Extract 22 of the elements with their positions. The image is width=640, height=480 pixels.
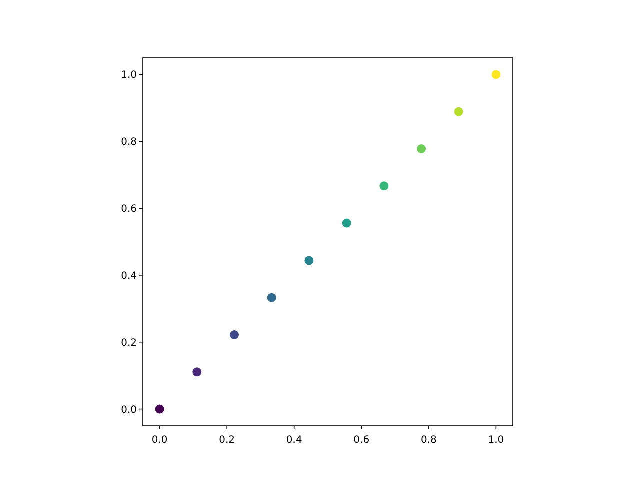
x-tick-label: 1.0 xyxy=(488,435,504,446)
x-tick-label: 0.8 xyxy=(420,435,437,446)
y-tick-label: 0.2 xyxy=(121,338,137,349)
x-tick-label: 0.2 xyxy=(219,435,236,446)
y-tick-label: 1.0 xyxy=(121,70,137,82)
point xyxy=(230,330,239,340)
x-tick-label: 0.0 xyxy=(152,435,168,446)
x-tick-label: 0.6 xyxy=(354,435,370,446)
point xyxy=(342,218,352,228)
point xyxy=(492,70,501,80)
point xyxy=(380,182,389,191)
x-tick-label: 0.4 xyxy=(286,435,302,446)
point xyxy=(155,404,164,414)
y-tick-label: 0.6 xyxy=(121,204,137,216)
point xyxy=(267,293,276,302)
point xyxy=(192,368,202,377)
y-tick-label: 0.8 xyxy=(121,137,137,148)
y-tick-label: 0.0 xyxy=(121,404,137,416)
point xyxy=(304,256,314,266)
y-tick-label: 0.4 xyxy=(121,270,137,282)
point xyxy=(417,144,426,154)
point xyxy=(454,107,464,116)
